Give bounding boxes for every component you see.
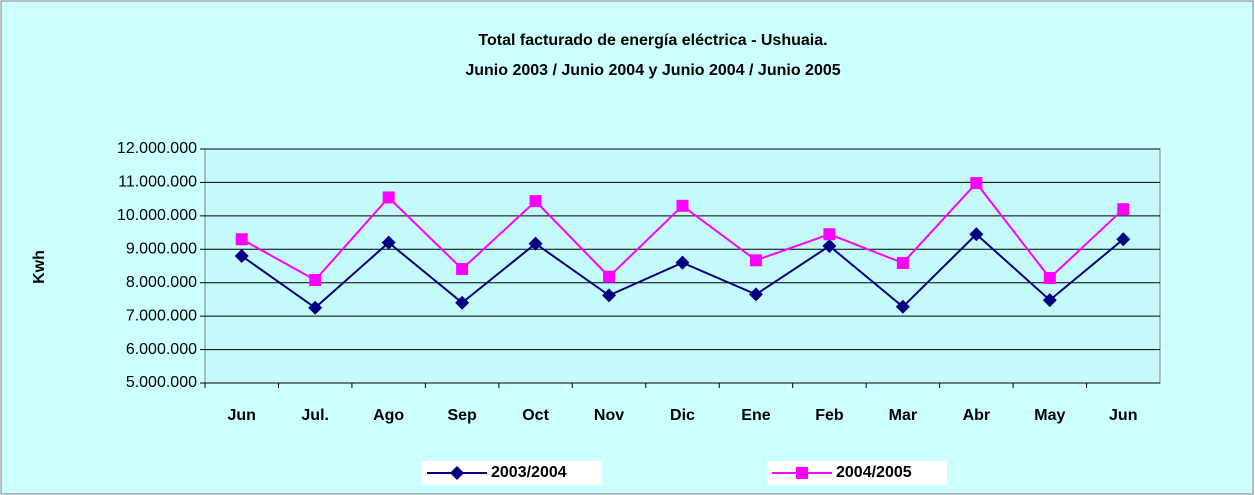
- marker: [308, 300, 323, 315]
- y-axis-label: Kwh: [31, 250, 48, 284]
- legend-label: 2004/2005: [836, 464, 912, 481]
- y-tick-label: 10.000.000: [117, 207, 197, 224]
- marker: [675, 255, 690, 270]
- x-tick-label: Sep: [447, 407, 477, 424]
- x-tick-label: Feb: [815, 407, 844, 424]
- x-tick-label: Nov: [594, 407, 624, 424]
- x-tick-label: Abr: [963, 407, 991, 424]
- marker: [456, 263, 469, 276]
- y-tick-label: 7.000.000: [126, 307, 197, 324]
- marker: [1117, 203, 1130, 216]
- y-tick-label: 5.000.000: [126, 374, 197, 391]
- legend-label: 2003/2004: [491, 464, 567, 481]
- x-tick-label: May: [1034, 407, 1065, 424]
- chart-subtitle: Junio 2003 / Junio 2004 y Junio 2004 / J…: [465, 62, 840, 79]
- y-tick-label: 11.000.000: [118, 174, 197, 191]
- marker: [823, 228, 836, 241]
- x-tick-label: Oct: [522, 407, 549, 424]
- marker: [895, 299, 910, 314]
- marker: [234, 248, 249, 263]
- marker: [603, 270, 616, 283]
- x-tick-label: Jul.: [301, 407, 329, 424]
- y-tick-label: 8.000.000: [126, 274, 197, 291]
- marker: [381, 235, 396, 250]
- marker: [455, 295, 470, 310]
- marker: [896, 256, 909, 269]
- marker: [529, 195, 542, 208]
- chart-title: Total facturado de energía eléctrica - U…: [478, 32, 827, 49]
- marker: [748, 287, 763, 302]
- marker: [1116, 232, 1131, 247]
- marker: [382, 191, 395, 204]
- marker: [796, 467, 808, 479]
- marker: [602, 288, 617, 303]
- marker: [450, 466, 464, 480]
- y-tick-label: 9.000.000: [126, 241, 197, 258]
- x-tick-label: Jun: [228, 407, 256, 424]
- marker: [822, 238, 837, 253]
- marker: [969, 227, 984, 242]
- x-tick-label: Ene: [741, 407, 770, 424]
- marker: [1042, 293, 1057, 308]
- marker: [749, 254, 762, 267]
- y-tick-label: 6.000.000: [126, 341, 197, 358]
- x-tick-label: Mar: [889, 407, 917, 424]
- y-tick-label: 12.000.000: [117, 140, 197, 157]
- marker: [309, 274, 322, 287]
- marker: [528, 236, 543, 251]
- marker: [676, 199, 689, 212]
- marker: [970, 177, 983, 190]
- x-tick-label: Dic: [670, 407, 695, 424]
- x-tick-label: Jun: [1109, 407, 1137, 424]
- marker: [235, 233, 248, 246]
- x-tick-label: Ago: [373, 407, 404, 424]
- marker: [1043, 272, 1056, 285]
